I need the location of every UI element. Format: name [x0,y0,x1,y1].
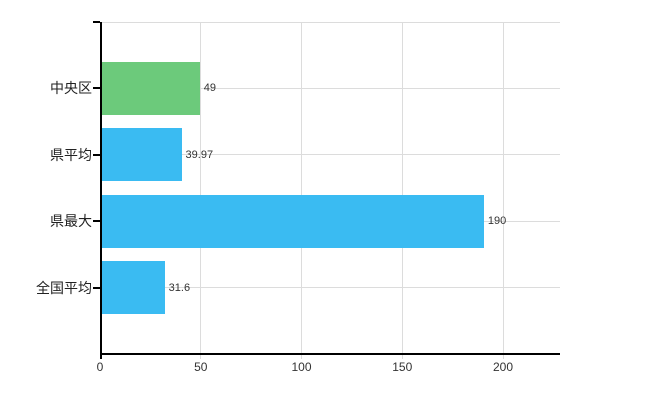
bar-中央区 [101,61,200,115]
y-axis-line [100,22,102,359]
bar-県最大 [101,194,484,248]
x-gridline-150 [401,22,403,359]
category-label-県平均: 県平均 [50,146,92,163]
value-label-県平均: 39.97 [185,148,214,161]
x-tick-label-50: 50 [194,360,208,374]
bar-県平均 [101,128,182,182]
x-tick-label-200: 200 [492,360,514,374]
value-label-全国平均: 31.6 [168,281,191,294]
y-axis-tick [93,153,100,156]
value-label-中央区: 49 [203,82,216,95]
y-axis-tick [93,220,100,223]
x-tick-label-100: 100 [291,360,312,374]
x-axis-line [100,353,560,355]
x-gridline-50 [200,22,202,359]
category-gridline [100,154,560,156]
x-tick-label-0: 0 [96,360,104,374]
y-axis-tick [93,87,100,90]
category-label-県最大: 県最大 [50,213,92,230]
x-tick-label-150: 150 [392,360,413,374]
category-label-中央区: 中央区 [50,80,92,97]
category-label-全国平均: 全国平均 [36,279,92,296]
category-gridline [100,87,560,89]
x-gridline-100 [301,22,302,359]
y-axis-tick [93,21,100,23]
x-gridline-200 [502,22,504,359]
y-axis-tick [93,286,100,289]
value-label-県最大: 190 [487,215,507,228]
bar-全国平均 [101,261,165,315]
category-gridline [100,287,560,289]
plot-area: 49 39.97 190 31.6 [93,21,560,359]
plot-top-gridline [100,21,560,23]
